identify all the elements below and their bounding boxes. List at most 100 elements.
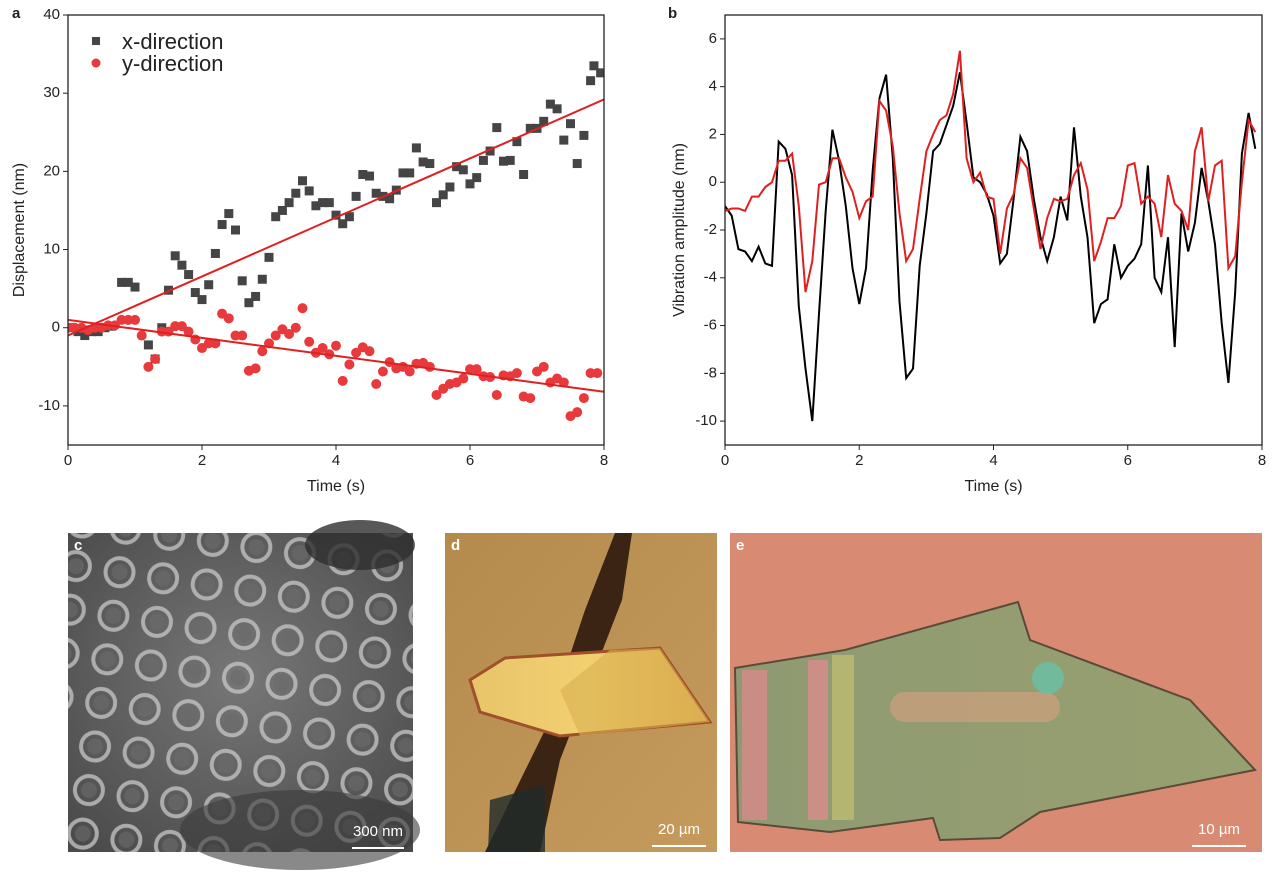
legend-marker (92, 37, 100, 45)
point (218, 220, 227, 229)
y-tick-label: 40 (43, 6, 60, 23)
y-axis-title: Displacement (nm) (11, 163, 28, 297)
point (291, 323, 301, 333)
point (204, 280, 213, 289)
panel-label: b (668, 5, 677, 22)
micrograph-c (68, 520, 420, 870)
point (258, 275, 267, 284)
panel-label: d (451, 537, 460, 554)
point (198, 295, 207, 304)
point (265, 253, 274, 262)
series-line (725, 72, 1255, 421)
point (211, 249, 220, 258)
point (298, 303, 308, 313)
point (539, 362, 549, 372)
point (144, 340, 153, 349)
legend-marker (92, 59, 101, 68)
y-tick-label: -10 (695, 412, 717, 429)
point (425, 159, 434, 168)
point (338, 376, 348, 386)
scale-bar-label: 20 µm (658, 821, 700, 838)
fit-line (68, 99, 604, 335)
y-tick-label: -6 (704, 317, 717, 334)
panel-label: e (736, 537, 744, 554)
micrograph-e (730, 533, 1262, 852)
point (177, 261, 186, 270)
micrograph-d (445, 533, 717, 852)
plot-area (725, 51, 1255, 421)
point (291, 189, 300, 198)
point (365, 172, 374, 181)
y-tick-label: 2 (709, 125, 717, 142)
point (238, 276, 247, 285)
plot-area (63, 61, 605, 421)
point (237, 331, 247, 341)
y-tick-label: 4 (709, 78, 717, 95)
point (231, 226, 240, 235)
point (405, 367, 415, 377)
scale-bar-label: 300 nm (353, 823, 403, 840)
series-line (725, 51, 1255, 292)
point (492, 123, 501, 132)
point (412, 143, 421, 152)
point (432, 198, 441, 207)
panel-label: c (74, 537, 82, 554)
point (573, 159, 582, 168)
point (512, 368, 522, 378)
point (143, 362, 153, 372)
y-tick-label: 30 (43, 84, 60, 101)
point (405, 168, 414, 177)
point (472, 173, 481, 182)
point (479, 156, 488, 165)
point (325, 198, 334, 207)
y-tick-label: 0 (52, 319, 60, 336)
x-tick-label: 0 (64, 452, 72, 469)
y-tick-label: 10 (43, 241, 60, 258)
point (184, 270, 193, 279)
point (251, 292, 260, 301)
point (251, 363, 261, 373)
point (344, 359, 354, 369)
x-tick-label: 4 (332, 452, 340, 469)
point (278, 206, 287, 215)
point (285, 198, 294, 207)
y-tick-label: 20 (43, 162, 60, 179)
legend-label: y-direction (122, 51, 223, 76)
point (458, 374, 468, 384)
point (365, 346, 375, 356)
point (439, 190, 448, 199)
x-tick-label: 4 (989, 452, 997, 469)
point (131, 283, 140, 292)
point (378, 367, 388, 377)
y-tick-label: -2 (704, 221, 717, 238)
point (579, 131, 588, 140)
point (371, 379, 381, 389)
x-tick-label: 0 (721, 452, 729, 469)
point (553, 104, 562, 113)
point (519, 170, 528, 179)
y-axis-title: Vibration amplitude (nm) (671, 143, 688, 317)
point (150, 354, 160, 364)
point (331, 341, 341, 351)
y-tick-label: -4 (704, 269, 717, 286)
x-tick-label: 8 (600, 452, 608, 469)
y-tick-label: 6 (709, 30, 717, 47)
point (492, 390, 502, 400)
point (352, 192, 361, 201)
point (459, 165, 468, 174)
point (572, 407, 582, 417)
point (506, 156, 515, 165)
panel-label: a (12, 5, 21, 22)
point (171, 251, 180, 260)
point (586, 76, 595, 85)
point (566, 119, 575, 128)
x-axis-title: Time (s) (307, 478, 365, 495)
point (304, 337, 314, 347)
point (305, 186, 314, 195)
point (425, 362, 435, 372)
point (257, 346, 267, 356)
x-tick-label: 2 (198, 452, 206, 469)
y-tick-label: -10 (38, 397, 60, 414)
point (224, 313, 234, 323)
x-tick-label: 8 (1258, 452, 1266, 469)
